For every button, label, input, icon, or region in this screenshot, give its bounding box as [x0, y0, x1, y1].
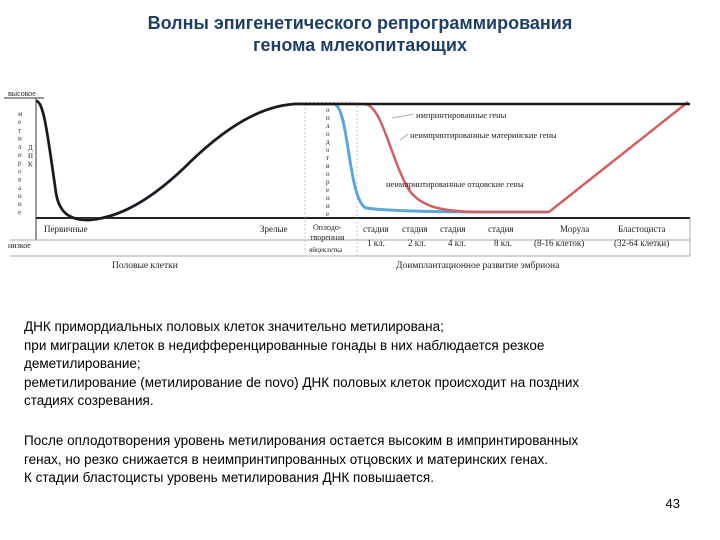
imprinted-curve: [35, 99, 690, 222]
p1-line-4: реметилирование (метилирование de novo) …: [24, 374, 580, 390]
maternal-label: неимпринтированные материнские гены: [410, 130, 557, 140]
fertilization-char: и: [326, 202, 330, 210]
fertilization-band: [304, 101, 358, 257]
y-low-label: низкое: [8, 241, 31, 250]
stage-zygote-1: Оплодо-: [313, 223, 342, 232]
stage-primary: Первичные: [44, 224, 87, 234]
fertilization-char: о: [326, 170, 330, 178]
fertilization-char: р: [326, 178, 330, 186]
section-germ-cells: Половые клетки: [112, 261, 178, 271]
fertilization-char: д: [326, 138, 330, 146]
methylation-diagram-svg: высокое низкое метилирование ДНК оплодот…: [4, 89, 691, 271]
p1-line-2: при миграции клеток в недифференцированн…: [24, 337, 545, 353]
y-high-label: высокое: [8, 89, 36, 98]
y-axis-dna-char: Н: [28, 152, 33, 160]
stage2-bottom: 2 кл.: [408, 238, 426, 248]
p2-line-2: генах, но резко снижается в неимпринтипр…: [24, 451, 549, 467]
stage-mature: Зрелые: [260, 224, 288, 234]
fertilization-char: о: [326, 106, 330, 114]
fertilization-char: е: [326, 210, 329, 218]
title-line-2: генома млекопитающих: [253, 35, 467, 55]
stage4-top: стадия: [440, 224, 466, 234]
fertilization-char: н: [326, 194, 330, 202]
stage2-top: стадия: [402, 224, 428, 234]
stage-zygote-2: творенная: [310, 233, 345, 242]
stage1-bottom: 1 кл.: [367, 238, 385, 248]
paragraph-germ-cells: ДНК примордиальных половых клеток значит…: [24, 318, 704, 411]
p1-line-5: стадиях созревания.: [24, 393, 154, 408]
y-axis-char: р: [18, 159, 22, 167]
fertilization-char: т: [326, 154, 329, 162]
y-axis-char: е: [18, 118, 21, 126]
blastocyst-bottom: (32-64 клетки): [614, 238, 669, 248]
fertilization-char: л: [326, 122, 330, 130]
page-number: 43: [665, 496, 680, 511]
p1-line-1: ДНК примордиальных половых клеток значит…: [24, 319, 444, 334]
imprinted-label: импринтированные гены: [416, 110, 507, 120]
y-axis-title: метилирование: [18, 110, 23, 216]
fertilization-char: е: [326, 186, 329, 194]
fertilization-char: в: [326, 162, 330, 170]
p2-line-3: К стадии бластоцисты уровень метилирован…: [24, 470, 434, 485]
stage4-bottom: 4 кл.: [448, 238, 466, 248]
morula-bottom: (8-16 клеток): [534, 238, 584, 248]
blastocyst-top: Бластоциста: [618, 224, 666, 234]
y-axis-char: м: [18, 110, 23, 118]
stage8-bottom: 8 кл.: [494, 238, 512, 248]
stage-zygote-3: яйцеклетка: [309, 246, 343, 254]
paragraph-embryo: После оплодотворения уровень метилирован…: [24, 432, 704, 488]
y-axis-dna-char: Д: [28, 144, 33, 152]
p2-line-1: После оплодотворения уровень метилирован…: [24, 433, 579, 448]
fertilization-char: п: [326, 114, 330, 122]
y-axis-char: и: [18, 135, 22, 143]
y-axis-char: т: [18, 126, 21, 134]
title-line-1: Волны эпигенетического репрограммировани…: [147, 13, 573, 33]
p1-line-3: деметилирование;: [24, 356, 141, 371]
y-axis-char: и: [18, 151, 22, 159]
y-axis-title-dna: ДНК: [28, 144, 33, 168]
fertilization-char: о: [326, 130, 330, 138]
morula-top: Морула: [560, 224, 589, 234]
y-axis-char: и: [18, 200, 22, 208]
y-axis-char: в: [18, 176, 22, 184]
y-axis-char: л: [18, 143, 22, 151]
imprinted-pointer: [391, 113, 415, 119]
slide-title: Волны эпигенетического репрограммировани…: [0, 12, 720, 56]
fertilization-char: о: [326, 146, 330, 154]
stage8-top: стадия: [488, 224, 514, 234]
y-axis-dna-char: К: [28, 160, 33, 168]
y-axis-char: о: [18, 167, 22, 175]
y-axis-char: а: [18, 184, 22, 192]
y-axis-char: н: [18, 192, 22, 200]
maternal-pointer: [399, 133, 409, 141]
section-embryo: Доимплантационное развитие эмбриона: [396, 260, 560, 271]
stage1-top: стадия: [363, 224, 389, 234]
y-axis-char: е: [18, 208, 21, 216]
paternal-label: неимпринтированные отцовские гены: [386, 179, 524, 189]
